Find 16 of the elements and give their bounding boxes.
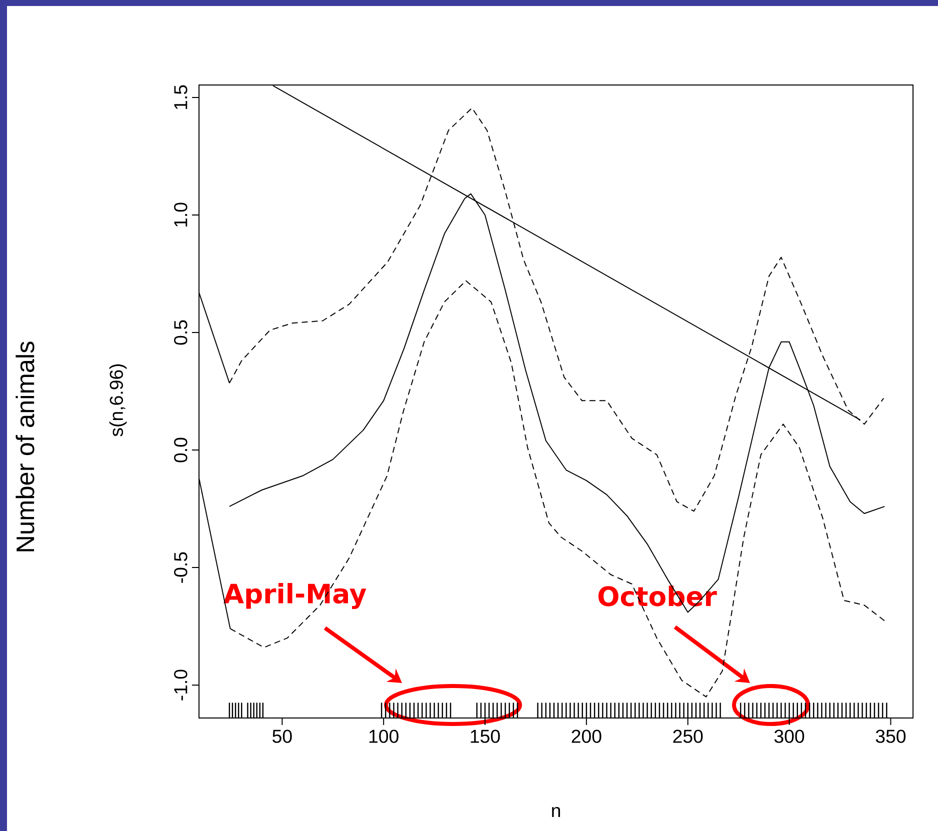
- x-tick-label: 200: [572, 730, 602, 743]
- x-tick-label: 100: [369, 730, 398, 743]
- y-tick-label: 1.0: [174, 202, 188, 227]
- y-tick-label: 1.5: [174, 85, 188, 109]
- x-tick-label: 300: [774, 730, 804, 743]
- y-tick-label: -0.5: [174, 552, 188, 583]
- text: Number of animals: [16, 342, 34, 552]
- y-axis-title: s(n,6.96): [109, 364, 127, 436]
- x-tick-label: 150: [470, 730, 500, 743]
- x-tick-label: 250: [673, 730, 703, 743]
- x-axis-title: n: [552, 806, 560, 818]
- y-tick-label: -1.0: [174, 670, 188, 700]
- y-tick-label: 0.5: [174, 320, 188, 345]
- y-tick-label: 0.0: [174, 438, 188, 462]
- x-tick-label: 50: [272, 730, 292, 743]
- x-tick-label: 350: [876, 730, 906, 743]
